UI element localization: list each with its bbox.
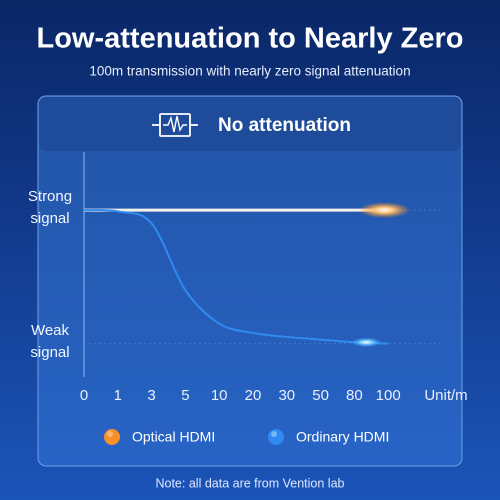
legend-label: Ordinary HDMI	[296, 429, 389, 445]
panel	[37, 95, 463, 467]
x-tick-label: 5	[181, 387, 189, 404]
legend-marker-shine	[107, 431, 113, 437]
legend-label: Optical HDMI	[132, 429, 215, 445]
title: Low-attenuation to Nearly Zero	[37, 23, 464, 55]
legend-marker	[268, 429, 284, 445]
panel-heading: No attenuation	[218, 115, 351, 136]
legend-marker	[104, 429, 120, 445]
y-tick-label: Strong signal	[27, 188, 73, 228]
y-tick-label: Weak signal	[30, 321, 70, 361]
x-tick-label: 10	[211, 387, 228, 404]
x-tick-label: 20	[245, 387, 262, 404]
series-line	[83, 209, 389, 345]
x-tick-label: 80	[346, 387, 363, 404]
note: Note: all data are from Vention lab	[155, 476, 344, 490]
glow	[350, 337, 383, 348]
x-axis-label: Unit/m	[424, 387, 467, 404]
panel-header	[39, 97, 461, 151]
x-tick-label: 50	[312, 387, 329, 404]
glow	[358, 202, 411, 219]
x-tick-label: 1	[114, 387, 122, 404]
x-tick-label: 0	[80, 387, 88, 404]
subtitle: 100m transmission with nearly zero signa…	[89, 64, 410, 79]
attenuation-icon	[152, 113, 198, 137]
x-tick-label: 30	[278, 387, 295, 404]
legend-marker-shine	[271, 431, 277, 437]
x-tick-label: 3	[147, 387, 155, 404]
x-tick-label: 100	[376, 387, 401, 404]
